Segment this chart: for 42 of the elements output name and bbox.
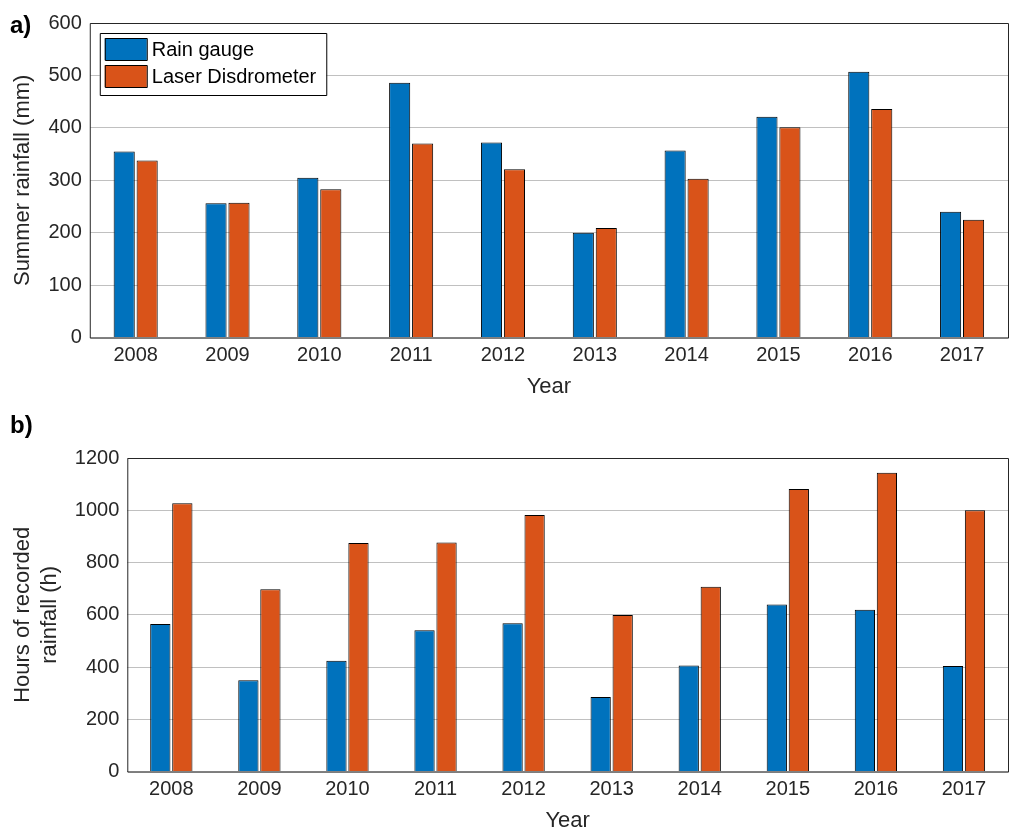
y-tick-label: 0 <box>108 759 120 782</box>
x-tick-label: 2013 <box>572 343 618 366</box>
x-tick-label: 2009 <box>205 343 250 366</box>
y-tick-label: 600 <box>85 602 120 625</box>
x-tick-label: 2016 <box>848 343 893 366</box>
x-tick-label: 2017 <box>941 777 987 800</box>
y-tick-label: 200 <box>48 220 82 243</box>
x-tick-label: 2012 <box>501 777 546 800</box>
x-tick-label: 2010 <box>325 777 370 800</box>
x-tick-label: 2015 <box>756 343 801 366</box>
y-tick-label: 400 <box>48 115 82 138</box>
x-tick-label: 2010 <box>297 343 342 366</box>
text: b) <box>10 410 33 438</box>
y-tick-label: 400 <box>85 654 120 677</box>
y-tick-label: 300 <box>48 167 82 190</box>
x-axis-title: Year <box>545 806 590 832</box>
x-tick-label: 2012 <box>480 343 526 366</box>
x-tick-label: 2008 <box>149 777 194 800</box>
x-tick-label: 2009 <box>237 777 282 800</box>
y-tick-label: 0 <box>70 325 82 348</box>
text: a) <box>10 10 32 38</box>
y-tick-label: 200 <box>85 706 120 729</box>
x-tick-label: 2013 <box>589 777 634 800</box>
y-axis-title: Summer rainfall (mm) <box>9 74 35 287</box>
y-tick-label: 1000 <box>74 497 120 520</box>
x-tick-label: 2014 <box>677 777 722 800</box>
x-tick-label: 2011 <box>389 343 433 366</box>
x-axis-title: Year <box>526 372 572 398</box>
x-tick-label: 2014 <box>664 343 709 366</box>
y-tick-label: 600 <box>48 10 82 33</box>
legend-label: Laser Disdrometer <box>151 64 317 87</box>
x-tick-label: 2015 <box>765 777 811 800</box>
legend-label: Rain gauge <box>151 37 255 60</box>
y-tick-label: 100 <box>48 272 82 295</box>
x-tick-label: 2011 <box>414 777 458 800</box>
x-tick-label: 2016 <box>853 777 899 800</box>
y-tick-label: 500 <box>48 62 82 85</box>
x-tick-label: 2008 <box>113 343 158 366</box>
y-axis-title: Hours of recorded rainfall (h) <box>9 526 61 703</box>
y-tick-label: 1200 <box>74 445 120 468</box>
y-tick-label: 800 <box>85 550 120 573</box>
x-tick-label: 2017 <box>939 343 985 366</box>
